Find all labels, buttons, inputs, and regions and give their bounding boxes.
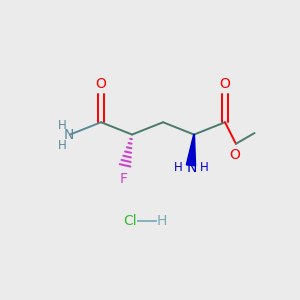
Text: H: H xyxy=(156,214,167,228)
Text: H: H xyxy=(58,139,67,152)
Text: O: O xyxy=(229,148,240,162)
Polygon shape xyxy=(186,134,196,166)
Text: H: H xyxy=(174,161,183,174)
Text: O: O xyxy=(96,77,106,91)
Text: N: N xyxy=(63,128,74,142)
Text: O: O xyxy=(220,77,230,91)
Text: F: F xyxy=(119,172,128,185)
Text: H: H xyxy=(58,119,67,132)
Text: H: H xyxy=(200,161,208,174)
Text: N: N xyxy=(187,161,197,175)
Text: Cl: Cl xyxy=(124,214,137,228)
